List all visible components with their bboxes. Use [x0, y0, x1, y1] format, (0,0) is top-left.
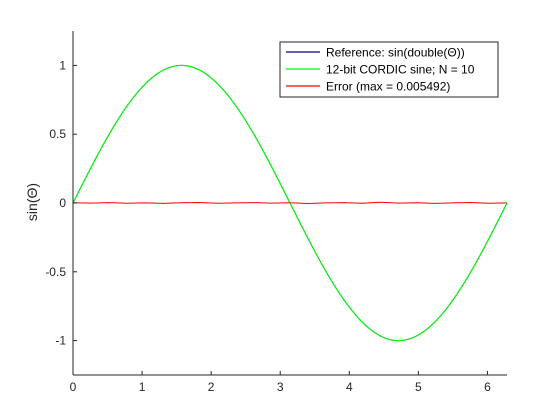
y-tick-label: 1: [59, 58, 66, 72]
x-tick-label: 4: [346, 380, 353, 394]
x-axis-ticks: 0 1 2 3 4 5 6: [70, 371, 491, 394]
series-line-cordic: [72, 64, 508, 342]
x-tick-label: 3: [277, 380, 284, 394]
y-tick-label: 0: [59, 196, 66, 210]
legend-label-error: Error (max = 0.005492): [326, 80, 450, 94]
y-tick-label: -1: [55, 334, 66, 348]
x-tick-label: 1: [139, 380, 146, 394]
legend-label-reference: Reference: sin(double(Θ)): [326, 46, 465, 60]
x-tick-label: 2: [208, 380, 215, 394]
x-tick-label: 5: [415, 380, 422, 394]
y-tick-label: 0.5: [49, 127, 66, 141]
legend-label-cordic: 12-bit CORDIC sine; N = 10: [326, 63, 475, 77]
y-axis-label: sin(Θ): [24, 183, 40, 221]
x-tick-label: 0: [70, 380, 77, 394]
x-tick-label: 6: [484, 380, 491, 394]
y-axis-ticks: 1 0.5 0 -0.5 -1: [45, 58, 77, 348]
legend: Reference: sin(double(Θ)) 12-bit CORDIC s…: [279, 41, 499, 98]
y-tick-label: -0.5: [45, 265, 66, 279]
series-layer: [72, 64, 508, 342]
